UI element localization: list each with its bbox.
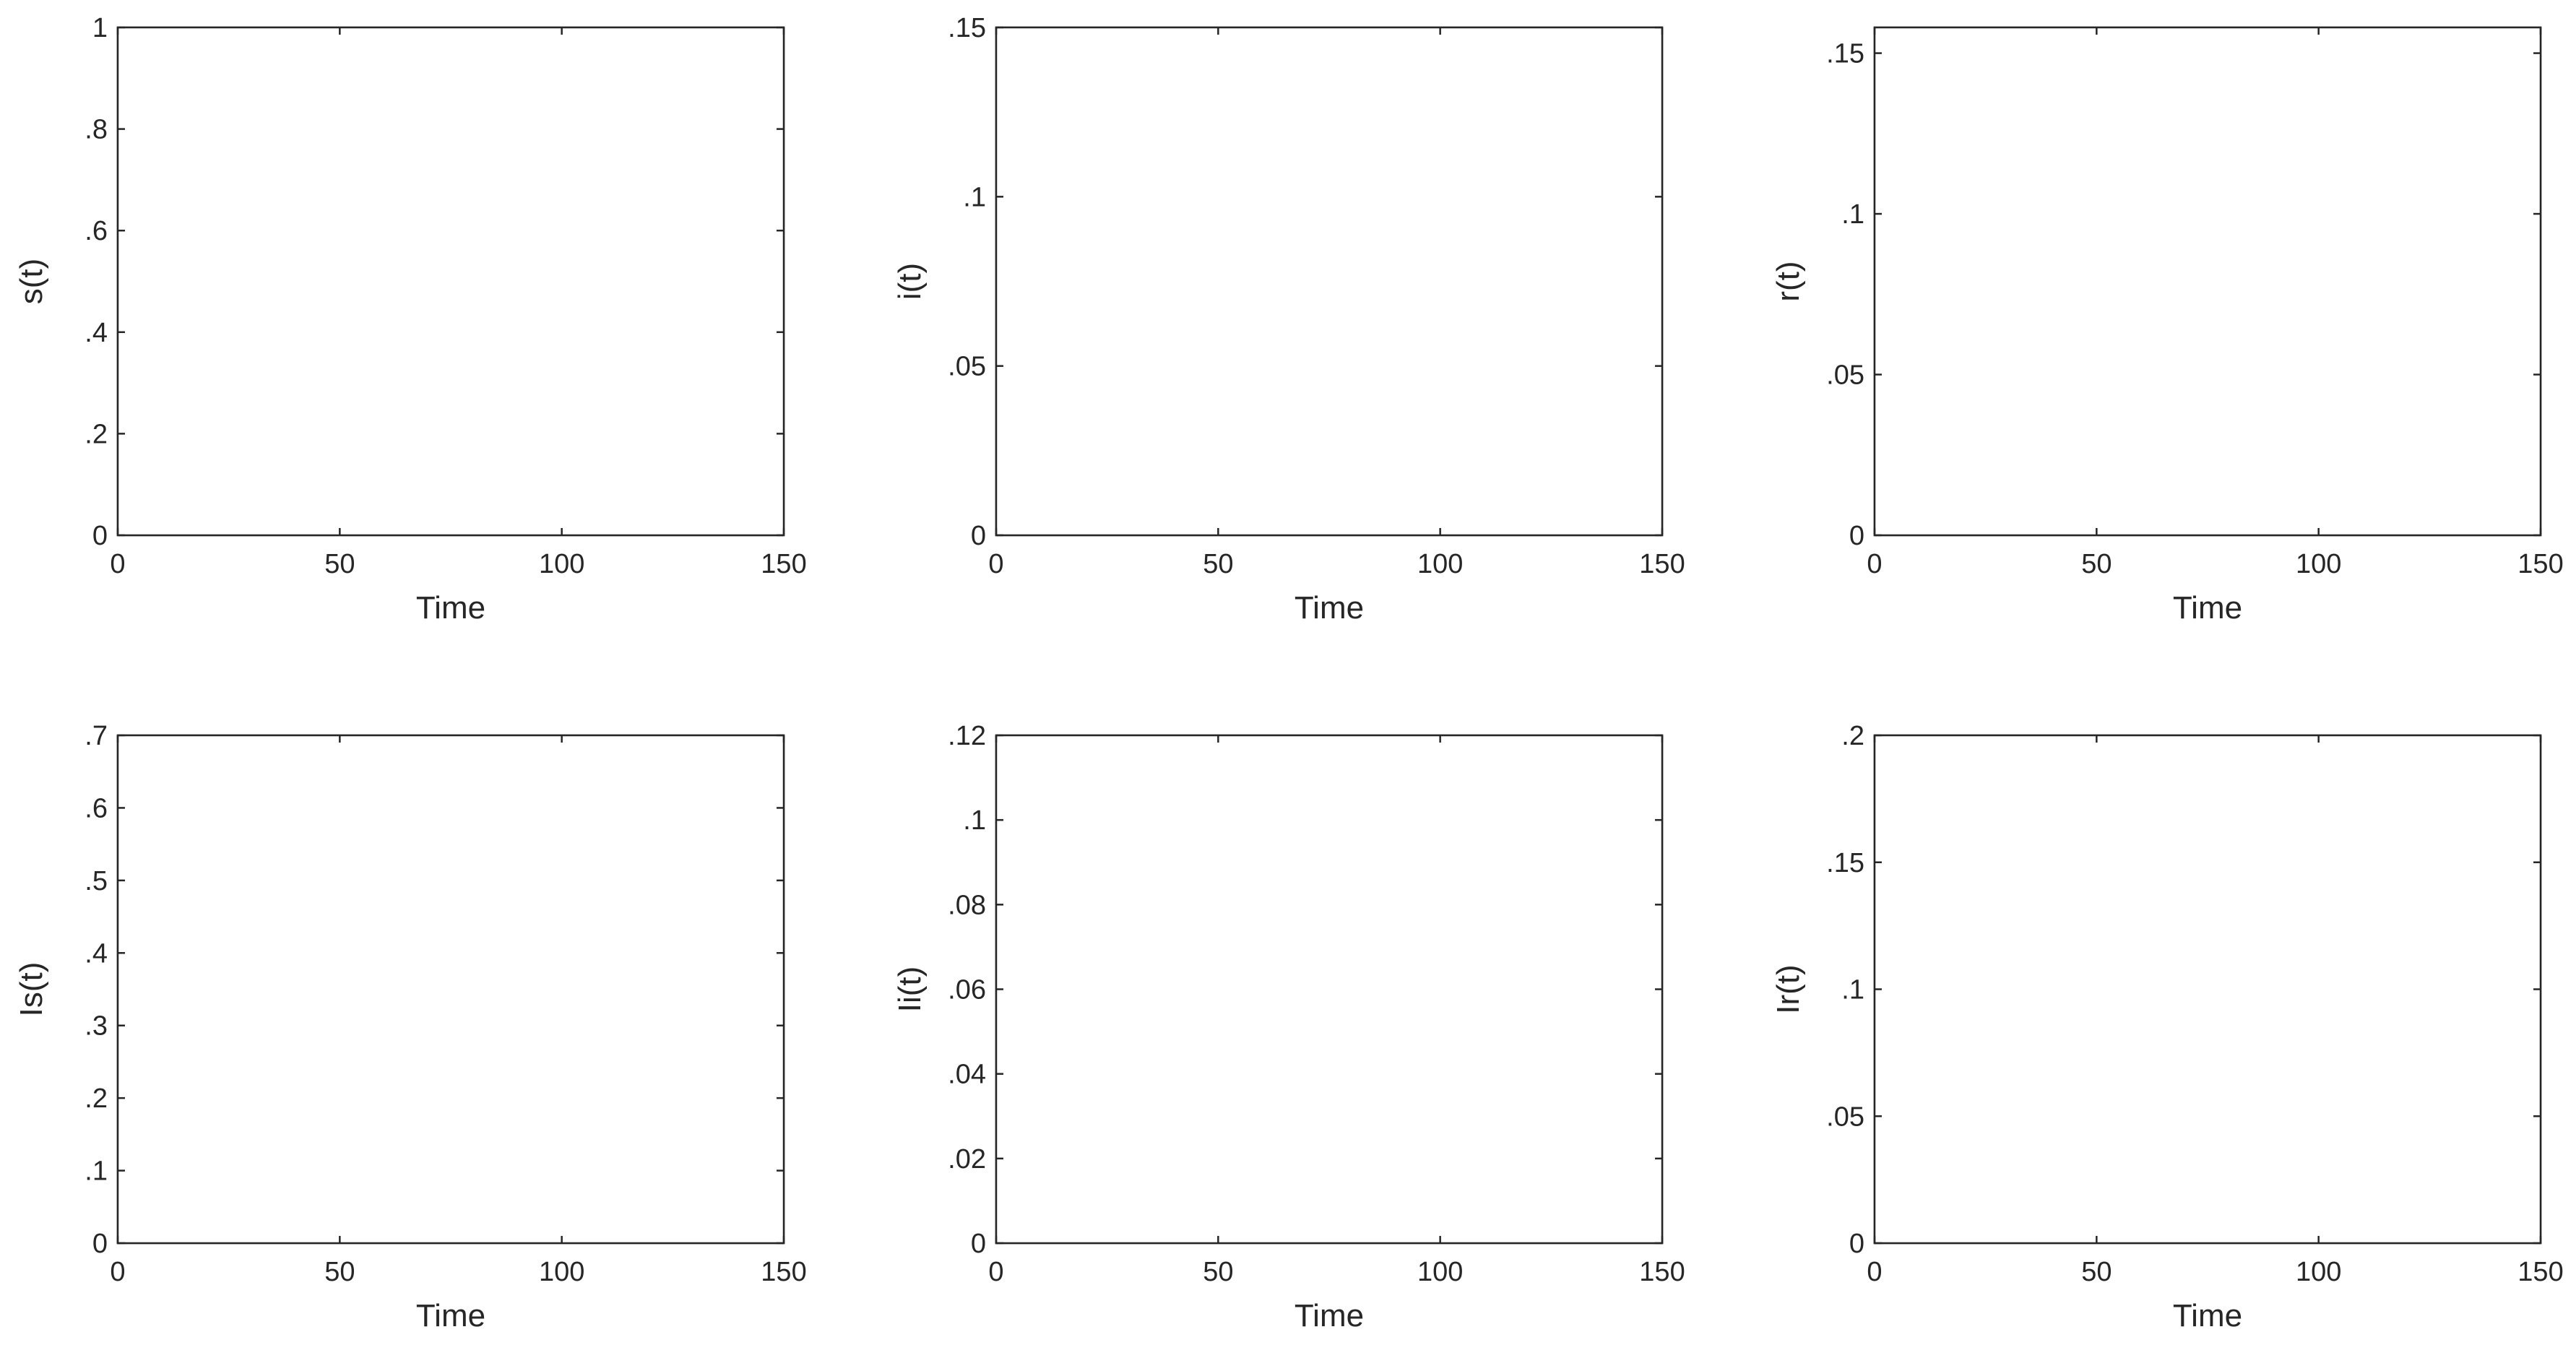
y-tick-label: .5 [85,866,108,896]
axes-frame [995,26,1664,537]
y-tick-label: .6 [85,793,108,823]
axes-frame [116,734,785,1245]
x-tick-label: 50 [1203,549,1233,579]
y-axis-label: Is(t) [14,962,49,1017]
y-tick-label: .4 [85,318,108,348]
x-axis-label: Time [2173,1298,2242,1333]
y-tick-label: .15 [1826,39,1864,69]
x-tick-label: 150 [1639,1257,1685,1287]
x-tick-label: 50 [1203,1257,1233,1287]
x-tick-label: 0 [988,1257,1003,1287]
y-tick-label: .1 [963,182,986,212]
y-tick-label: .1 [85,1156,108,1187]
subplot-6: 0 50 100 150 0 .05 .1 .15 .2 Time Ir(t) [1771,721,2564,1333]
subplot-3: 0 50 100 150 0 .05 .1 .15 Time r(t) [1771,26,2564,626]
y-tick-label: 0 [92,521,108,551]
y-tick-label: .06 [948,975,986,1005]
x-tick-label: 0 [1867,1257,1882,1287]
x-tick-label: 50 [2081,1257,2112,1287]
x-tick-label: 50 [324,549,355,579]
y-tick-label: .05 [948,352,986,382]
axes-frame [1873,26,2542,537]
y-tick-label: .6 [85,216,108,246]
axes-frame [1873,734,2542,1245]
x-tick-label: 0 [110,1257,125,1287]
y-tick-label: 0 [1849,521,1864,551]
y-tick-label: .05 [1826,1102,1864,1132]
x-tick-label: 150 [2517,1257,2563,1287]
x-tick-label: 0 [988,549,1003,579]
y-tick-label: .3 [85,1011,108,1042]
x-tick-label: 100 [1417,549,1463,579]
x-tick-label: 150 [761,549,806,579]
x-tick-label: 50 [2081,549,2112,579]
subplot-5: 0 50 100 150 0 .02 .04 .06 .08 .1 .12 Time Ii(t) [892,721,1685,1333]
y-axis-label: i(t) [892,263,928,300]
x-tick-label: 100 [539,549,584,579]
x-tick-label: 100 [1417,1257,1463,1287]
x-axis-label: Time [1295,590,1364,626]
axes-frame [995,734,1664,1245]
subplot-1: 0 50 100 150 0 .2 .4 .6 .8 1 Time s(t) [14,13,807,626]
y-axis-label: Ir(t) [1771,964,1806,1013]
y-tick-label: 0 [92,1229,108,1259]
y-tick-label: .4 [85,938,108,969]
y-tick-label: .02 [948,1144,986,1175]
y-tick-label: .12 [948,721,986,751]
y-tick-label: .2 [85,1084,108,1114]
y-tick-label: .2 [1841,721,1864,751]
x-tick-label: 150 [1639,549,1685,579]
y-tick-label: .05 [1826,360,1864,391]
y-tick-label: .7 [85,721,108,751]
y-tick-label: 0 [971,521,986,551]
y-tick-label: 1 [92,13,108,43]
y-tick-label: .1 [1841,975,1864,1005]
y-tick-label: .8 [85,115,108,145]
x-axis-label: Time [2173,590,2242,626]
x-axis-label: Time [1295,1298,1364,1333]
axes-frame [116,26,785,537]
x-tick-label: 0 [1867,549,1882,579]
x-tick-label: 0 [110,549,125,579]
x-tick-label: 100 [2296,1257,2341,1287]
y-tick-label: 0 [1849,1229,1864,1259]
y-tick-label: .2 [85,419,108,449]
y-tick-label: 0 [971,1229,986,1259]
y-tick-label: .1 [1841,199,1864,230]
y-tick-label: .15 [1826,848,1864,878]
y-tick-label: .1 [963,805,986,836]
x-tick-label: 100 [539,1257,584,1287]
subplot-2: 0 50 100 150 0 .05 .1 .15 Time i(t) [892,13,1685,626]
y-tick-label: .15 [948,13,986,43]
x-axis-label: Time [416,1298,485,1333]
y-axis-label: r(t) [1771,261,1806,301]
y-axis-label: Ii(t) [892,966,928,1013]
x-tick-label: 100 [2296,549,2341,579]
y-tick-label: .04 [948,1060,986,1090]
x-tick-label: 50 [324,1257,355,1287]
y-tick-label: .08 [948,890,986,920]
subplot-4: 0 50 100 150 0 .1 .2 .3 .4 .5 .6 .7 Time Is(t) [14,721,807,1333]
x-tick-label: 150 [2517,549,2563,579]
x-tick-label: 150 [761,1257,806,1287]
y-axis-label: s(t) [14,259,49,305]
x-axis-label: Time [416,590,485,626]
